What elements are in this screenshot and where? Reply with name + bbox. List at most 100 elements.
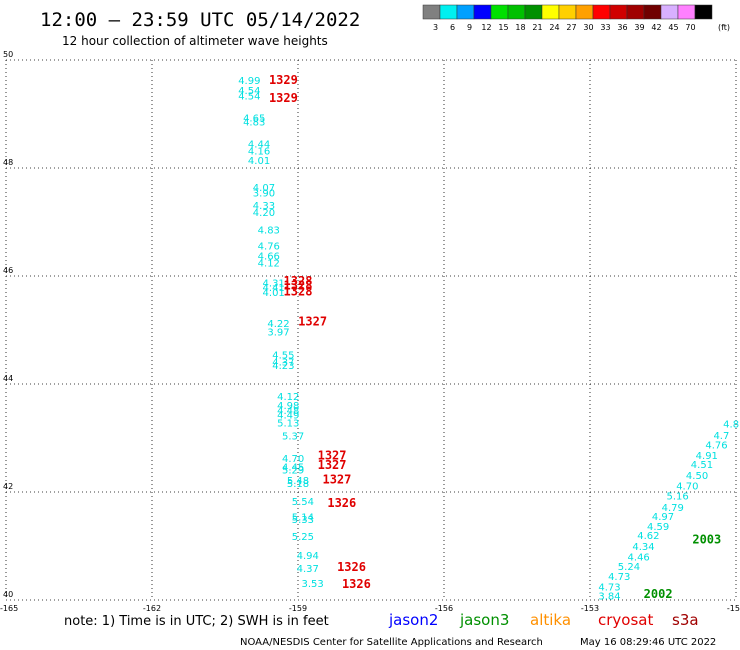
legend-swatch-3 xyxy=(473,4,492,20)
legend-label: 45 xyxy=(668,23,678,32)
swh-value: 4.01 xyxy=(248,156,270,167)
pass-number: 1328 xyxy=(284,284,313,298)
swh-value: 4.16 xyxy=(248,147,270,158)
satellite-jason3: jason3 xyxy=(459,611,509,629)
swh-value: 4.79 xyxy=(662,503,684,514)
legend-unit: (ft) xyxy=(718,23,730,32)
pass-number: 2002 xyxy=(644,587,673,601)
satellite-s3a: s3a xyxy=(672,611,699,629)
pass-number: 1327 xyxy=(318,458,347,472)
pass-number: 1326 xyxy=(342,577,371,591)
swh-value: 3.53 xyxy=(301,579,323,590)
y-tick-label: 50 xyxy=(3,50,13,59)
swh-value: 5.25 xyxy=(292,532,314,543)
swh-value: 3.84 xyxy=(598,591,620,602)
footer-note: note: 1) Time is in UTC; 2) SWH is in fe… xyxy=(64,614,329,629)
x-tick-label: -162 xyxy=(143,604,161,613)
legend-swatch-14 xyxy=(660,4,679,20)
swh-value: 4.22 xyxy=(267,319,289,330)
legend-label: 6 xyxy=(450,23,455,32)
legend-swatch-12 xyxy=(626,4,645,20)
legend-label: 21 xyxy=(532,23,542,32)
swh-value: 4.7 xyxy=(713,431,729,442)
swh-value: 4.37 xyxy=(297,564,319,575)
swh-value: 4.44 xyxy=(248,139,270,150)
legend-label: 18 xyxy=(515,23,525,32)
pass-number: 1329 xyxy=(269,73,298,87)
swh-value: 4.76 xyxy=(705,440,727,451)
x-tick-labels: -165 -162 -159 -156 -153 -15 xyxy=(0,604,740,613)
legend-label: 9 xyxy=(467,23,472,32)
swh-value: 4.34 xyxy=(632,542,654,553)
legend-swatch-10 xyxy=(592,4,611,20)
pass-number: 1328 xyxy=(284,274,313,288)
x-tick-label: -15 xyxy=(727,604,740,613)
swh-value: 4.12 xyxy=(277,392,299,403)
swh-value: 4.73 xyxy=(608,572,630,583)
swh-value: 4.54 xyxy=(238,86,260,97)
swh-value: 5.54 xyxy=(292,497,314,508)
swh-value: 4.48 xyxy=(277,406,299,417)
swh-value: 4.73 xyxy=(598,582,620,593)
satellite-cryosat: cryosat xyxy=(598,611,653,629)
swh-value: 4.66 xyxy=(258,251,280,262)
legend-swatch-13 xyxy=(643,4,662,20)
swh-value: 4.37 xyxy=(272,358,294,369)
pass-number: 1326 xyxy=(337,560,366,574)
y-tick-label: 44 xyxy=(3,374,13,383)
swh-value: 4.01 xyxy=(263,288,285,299)
swh-value: 5.24 xyxy=(618,562,640,573)
x-tick-label: -159 xyxy=(289,604,307,613)
legend-swatch-0 xyxy=(422,4,441,20)
footer-timestamp: May 16 08:29:46 UTC 2022 xyxy=(580,637,716,648)
color-legend: 3 6 9 12 15 18 21 24 27 30 33 36 39 42 45 70 (ft) xyxy=(422,4,730,32)
x-tick-label: -156 xyxy=(435,604,453,613)
legend-label: 70 xyxy=(685,23,695,32)
swh-value: 5.18 xyxy=(287,479,309,490)
legend-label: 42 xyxy=(651,23,661,32)
legend-swatch-11 xyxy=(609,4,628,20)
legend-swatch-15 xyxy=(677,4,696,20)
legend-swatch-16 xyxy=(694,4,713,20)
legend-label: 36 xyxy=(617,23,627,32)
swh-value: 4.51 xyxy=(691,460,713,471)
legend-label: 15 xyxy=(498,23,508,32)
footer-credit: NOAA/NESDIS Center for Satellite Applica… xyxy=(240,637,543,648)
pass-number: 1328 xyxy=(284,279,313,293)
swh-value: 5.14 xyxy=(292,513,314,524)
legend-swatch-6 xyxy=(524,4,543,20)
swh-value: 4.83 xyxy=(243,117,265,128)
legend-label: 12 xyxy=(481,23,491,32)
swh-value: 4.65 xyxy=(243,114,265,125)
swh-value: 4.20 xyxy=(253,208,275,219)
swh-value: 4.54 xyxy=(238,91,260,102)
swh-value: 4.50 xyxy=(686,471,708,482)
swh-value: 3.90 xyxy=(253,189,275,200)
swh-value: 3.97 xyxy=(267,327,289,338)
pass-number: 1326 xyxy=(327,496,356,510)
swh-value: 4.23 xyxy=(272,361,294,372)
legend-swatch-1 xyxy=(439,4,458,20)
x-tick-label: -153 xyxy=(581,604,599,613)
swh-value: 4.98 xyxy=(277,401,299,412)
swh-value: 4.91 xyxy=(696,451,718,462)
legend-label: 24 xyxy=(549,23,559,32)
swh-value: 5.33 xyxy=(292,515,314,526)
swh-value: 4.94 xyxy=(297,551,319,562)
swh-values: 4.994.544.544.654.834.444.164.014.073.90… xyxy=(238,76,739,603)
swh-value: 4.45 xyxy=(282,462,304,473)
swh-value: 4.62 xyxy=(637,531,659,542)
swh-value: 5.37 xyxy=(282,432,304,443)
legend-label: 30 xyxy=(583,23,593,32)
swh-value: 4.83 xyxy=(258,225,280,236)
pass-numbers: 1329132913281328132813271327132713271326… xyxy=(269,73,721,601)
swh-value: 4.12 xyxy=(258,258,280,269)
swh-value: 4.33 xyxy=(253,201,275,212)
swh-value: 4.59 xyxy=(647,522,669,533)
swh-value: 4.70 xyxy=(282,454,304,465)
pass-number: 1327 xyxy=(318,449,347,463)
legend-swatch-8 xyxy=(558,4,577,20)
y-tick-label: 48 xyxy=(3,158,13,167)
legend-swatch-2 xyxy=(456,4,475,20)
grid xyxy=(5,59,737,601)
